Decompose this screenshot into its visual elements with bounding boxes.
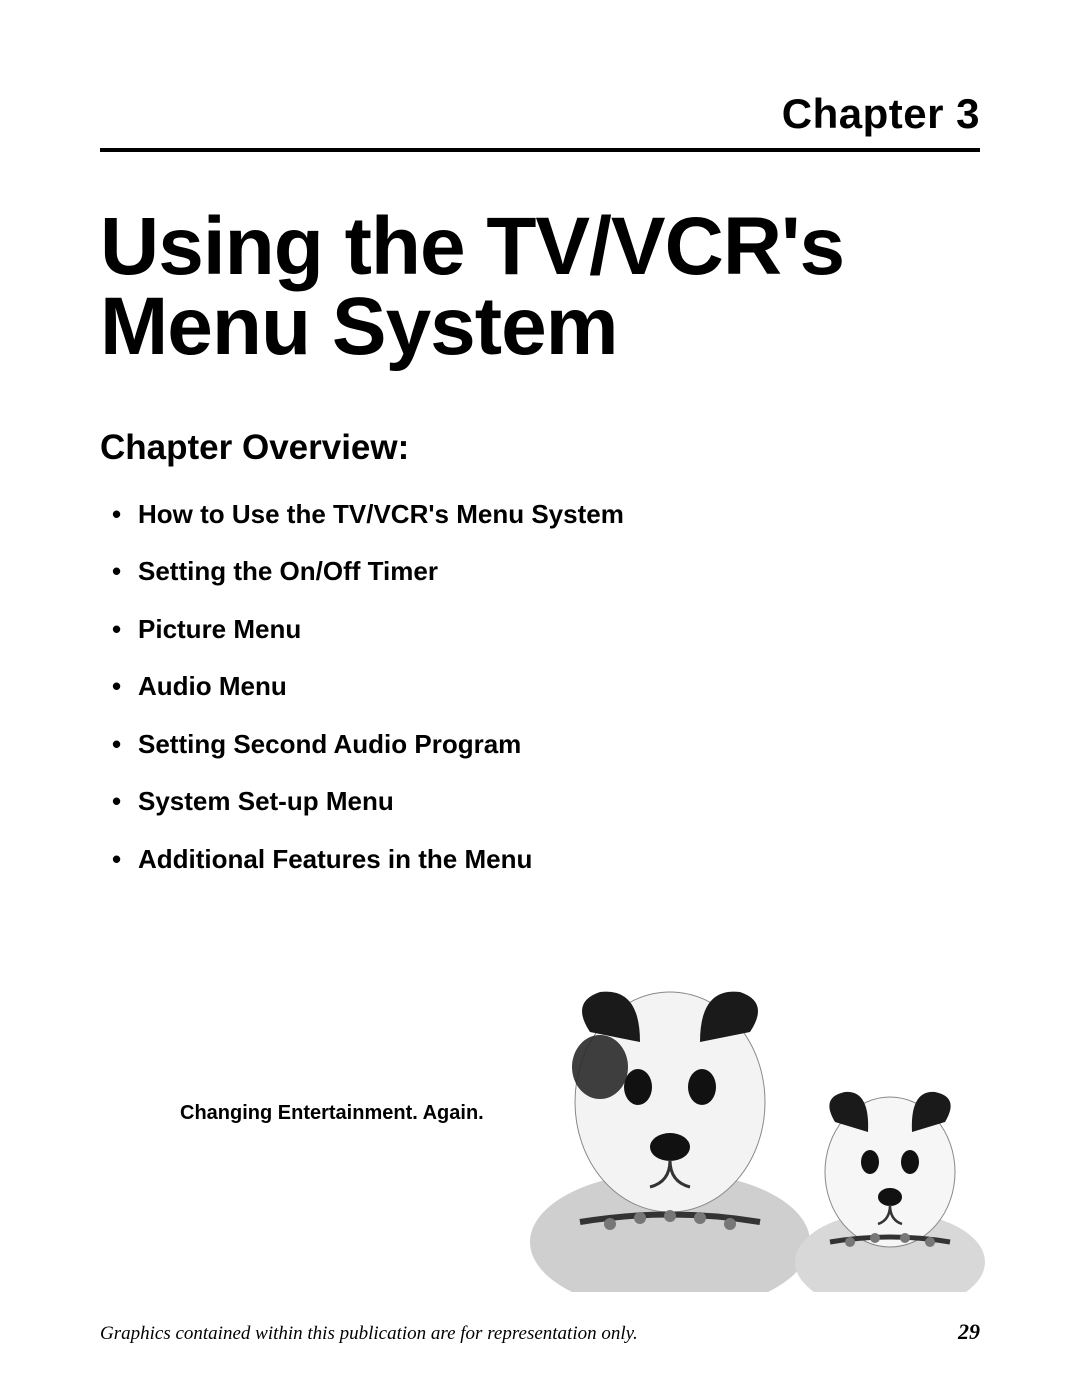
chapter-title-line-1: Using the TV/VCR's <box>100 201 844 292</box>
chapter-title-line-2: Menu System <box>100 281 618 372</box>
list-item: How to Use the TV/VCR's Menu System <box>112 498 980 531</box>
list-item: Setting Second Audio Program <box>112 728 980 761</box>
mascot-image <box>470 972 990 1292</box>
overview-heading: Chapter Overview: <box>100 428 980 468</box>
manual-page: Chapter 3 Using the TV/VCR's Menu System… <box>0 0 1080 1397</box>
overview-list: How to Use the TV/VCR's Menu System Sett… <box>100 498 980 876</box>
list-item: Additional Features in the Menu <box>112 843 980 876</box>
list-item: System Set-up Menu <box>112 785 980 818</box>
horizontal-rule <box>100 148 980 152</box>
dogs-icon <box>470 972 990 1292</box>
chapter-title: Using the TV/VCR's Menu System <box>100 207 980 368</box>
tagline: Changing Entertainment. Again. <box>180 1102 484 1125</box>
list-item: Picture Menu <box>112 613 980 646</box>
list-item: Setting the On/Off Timer <box>112 555 980 588</box>
list-item: Audio Menu <box>112 670 980 703</box>
page-footer: Graphics contained within this publicati… <box>100 1319 980 1345</box>
chapter-label: Chapter 3 <box>100 90 980 138</box>
page-number: 29 <box>958 1319 980 1345</box>
footer-note: Graphics contained within this publicati… <box>100 1323 638 1345</box>
